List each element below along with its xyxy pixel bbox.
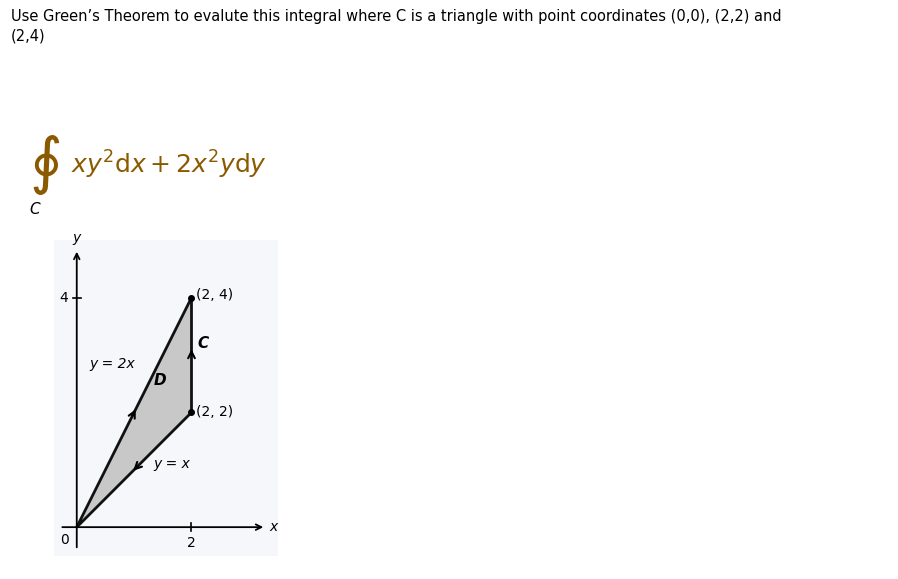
Text: y = x: y = x (153, 457, 189, 471)
Text: $\oint$: $\oint$ (30, 133, 60, 197)
Text: $C$: $C$ (30, 201, 42, 217)
Text: (2, 4): (2, 4) (196, 288, 233, 302)
Text: $xy^2\mathrm{d}x+2x^2y\mathrm{d}y$: $xy^2\mathrm{d}x+2x^2y\mathrm{d}y$ (71, 149, 268, 181)
Polygon shape (76, 298, 191, 527)
Text: C: C (198, 336, 208, 351)
Text: Use Green’s Theorem to evalute this integral where C is a triangle with point co: Use Green’s Theorem to evalute this inte… (11, 9, 781, 43)
Text: 0: 0 (60, 533, 68, 547)
Text: (2, 2): (2, 2) (196, 405, 233, 419)
Text: y: y (73, 231, 81, 245)
Text: y = 2x: y = 2x (90, 357, 136, 371)
Text: x: x (269, 520, 277, 534)
Text: 4: 4 (60, 291, 68, 305)
Text: D: D (154, 373, 166, 389)
Text: 2: 2 (187, 536, 196, 550)
